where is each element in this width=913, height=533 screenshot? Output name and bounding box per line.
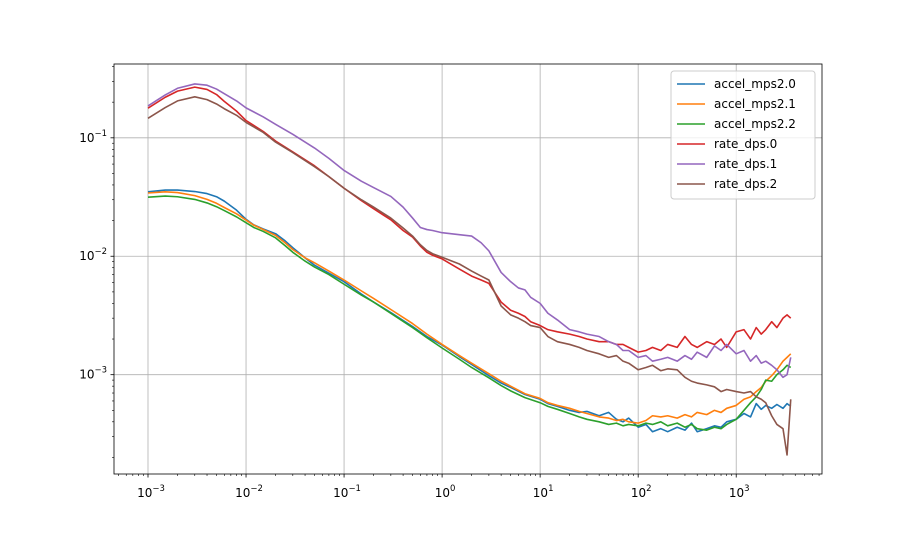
x-tick-label-base: 10 <box>137 486 152 500</box>
x-tick-label: 10−2 <box>235 484 263 500</box>
x-tick-label-base: 10 <box>235 486 250 500</box>
x-tick-label-exponent: 2 <box>646 484 651 494</box>
series-lines <box>147 83 792 456</box>
y-tick-label-base: 10 <box>79 131 94 145</box>
y-tick-label: 10−1 <box>79 129 107 145</box>
series-line-accel-mps2-0 <box>147 189 792 433</box>
x-tick-label: 10−3 <box>137 484 165 500</box>
x-tick-label: 103 <box>729 484 750 500</box>
x-tick-label-exponent: −3 <box>152 484 165 494</box>
legend-label: accel_mps2.2 <box>714 117 796 131</box>
legend-label: rate_dps.1 <box>714 157 777 171</box>
x-tick-label-exponent: −2 <box>250 484 263 494</box>
legend-label: accel_mps2.0 <box>714 77 796 91</box>
legend-label: rate_dps.2 <box>714 177 777 191</box>
plot-frame <box>113 63 823 475</box>
x-tick-label: 100 <box>435 484 456 500</box>
series-line-rate-dps-1 <box>147 83 792 379</box>
x-tick-label: 10−1 <box>333 484 361 500</box>
y-tick-label-exponent: −1 <box>94 129 107 139</box>
x-tick-label-base: 10 <box>533 486 548 500</box>
x-tick-label-exponent: 3 <box>744 484 749 494</box>
x-tick-label-base: 10 <box>435 486 450 500</box>
x-tick-label-base: 10 <box>631 486 646 500</box>
x-tick-label-exponent: 1 <box>548 484 553 494</box>
x-tick-label-exponent: −1 <box>348 484 361 494</box>
legend-label: rate_dps.0 <box>714 137 777 151</box>
x-tick-label-exponent: 0 <box>450 484 455 494</box>
legend-label: accel_mps2.1 <box>714 97 796 111</box>
y-tick-label-exponent: −2 <box>94 247 107 257</box>
series-line-rate-dps-2 <box>147 95 792 456</box>
y-tick-label: 10−3 <box>79 366 107 382</box>
legend-box <box>670 70 816 200</box>
x-tick-label-base: 10 <box>729 486 744 500</box>
series-line-accel-mps2-2 <box>147 195 792 431</box>
x-tick-label: 101 <box>533 484 554 500</box>
y-tick-label: 10−2 <box>79 247 107 263</box>
y-tick-label-base: 10 <box>79 249 94 263</box>
y-tick-label-base: 10 <box>79 368 94 382</box>
legend: accel_mps2.0 accel_mps2.1 accel_mps2.2rate… <box>670 70 816 200</box>
x-tick-label: 102 <box>631 484 652 500</box>
y-tick-label-exponent: −3 <box>94 366 107 376</box>
x-tick-label-base: 10 <box>333 486 348 500</box>
series-line-accel-mps2-1 <box>147 191 792 424</box>
